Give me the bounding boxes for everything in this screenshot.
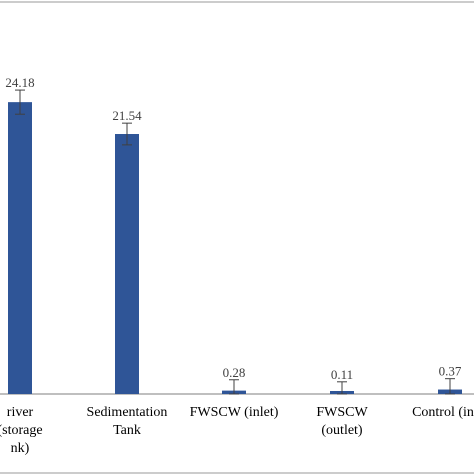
data-label: 0.37 — [439, 364, 462, 379]
x-tick-label: Tank — [113, 423, 141, 438]
data-label: 0.11 — [331, 367, 353, 382]
data-label: 21.54 — [112, 108, 142, 123]
x-tick-label: (storage — [0, 423, 43, 438]
data-label: 0.28 — [223, 365, 246, 380]
x-tick-label: Control (inlet — [412, 405, 474, 420]
x-tick-label: FWSCW — [316, 405, 368, 420]
x-tick-label: FWSCW (inlet) — [190, 405, 279, 420]
x-tick-label: (outlet) — [321, 423, 363, 438]
x-tick-label: Sedimentation — [87, 405, 168, 420]
data-label: 24.18 — [5, 75, 34, 90]
x-tick-label: nk) — [11, 441, 30, 456]
x-tick-label: river — [7, 405, 34, 420]
bar — [115, 134, 139, 394]
chart-marks: 24.18 river (storage nk) 21.54 Sedimentation T… — [0, 75, 474, 456]
bar — [8, 102, 32, 394]
